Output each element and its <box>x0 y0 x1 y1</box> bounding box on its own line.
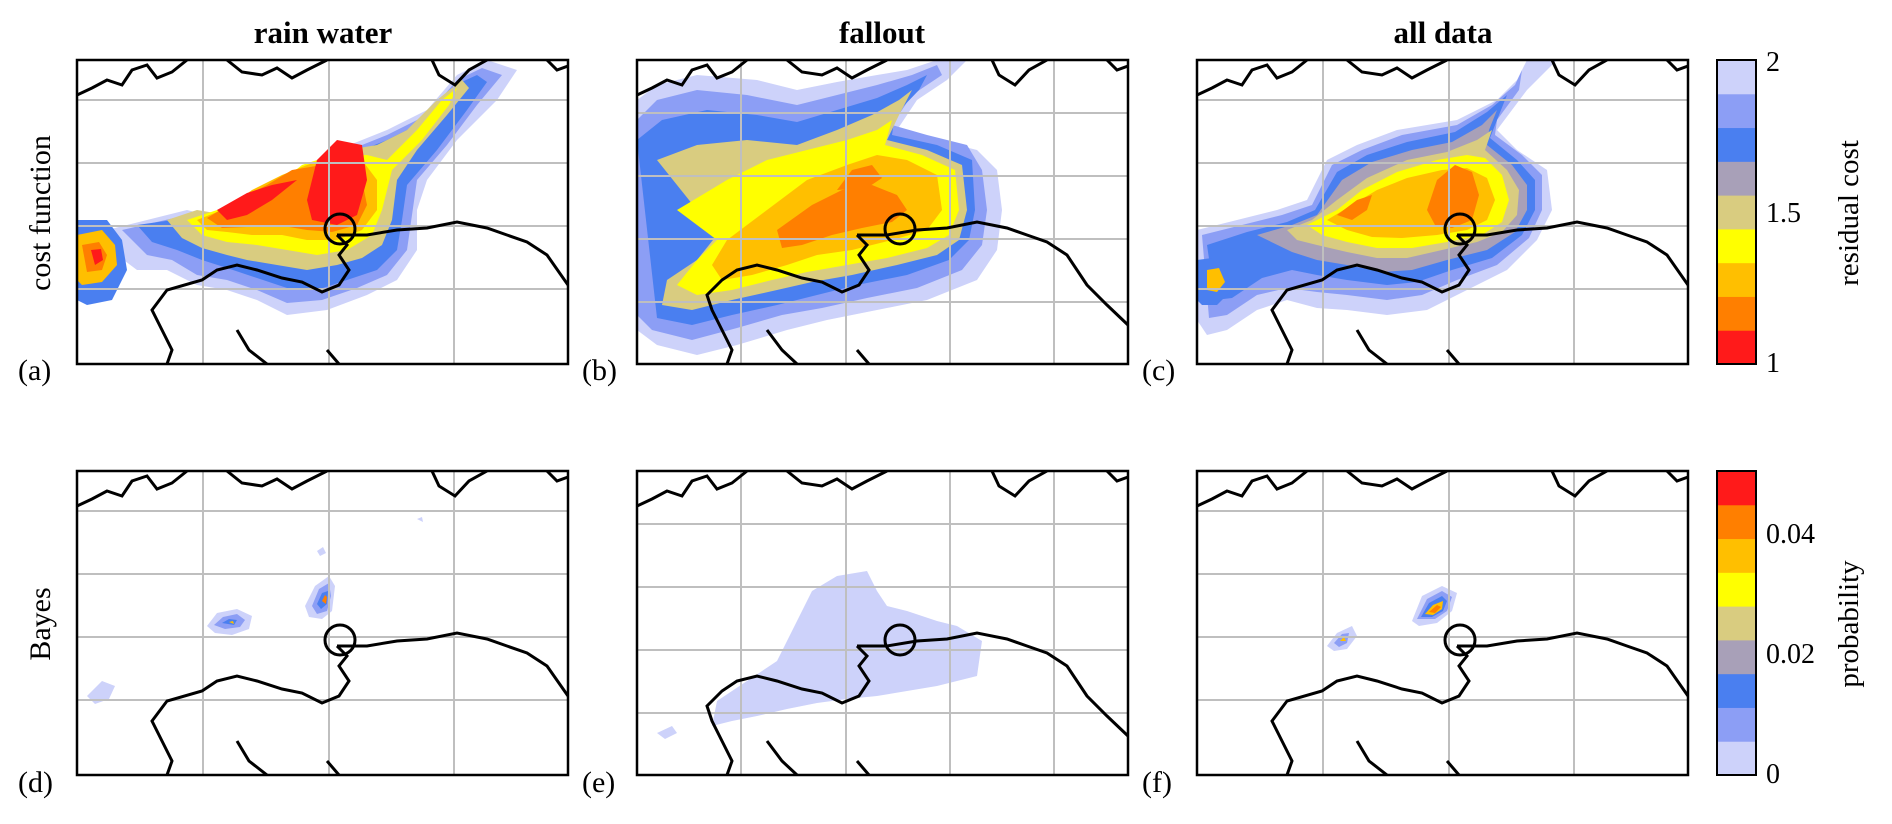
coastline-f <box>1197 471 1688 775</box>
panel-label-c: (c) <box>1142 354 1175 387</box>
panel-d <box>75 469 570 777</box>
colorbar-segment <box>1717 228 1756 264</box>
colorbar1-tick-1-5: 1.5 <box>1766 198 1801 229</box>
heatmap-d <box>87 517 423 704</box>
coastline-d <box>77 471 568 775</box>
colorbar1-label: residual cost <box>1833 140 1865 286</box>
source-marker-b <box>883 212 917 246</box>
column-title-all-data: all data <box>1393 15 1493 50</box>
source-marker-a <box>323 212 357 246</box>
colorbar-segment <box>1717 195 1756 230</box>
source-marker-c <box>1443 212 1477 246</box>
coastline-c <box>1197 60 1688 364</box>
colorbar-residual-cost <box>1716 59 1757 365</box>
colorbar-segment <box>1717 606 1756 641</box>
grid-a <box>77 60 568 364</box>
colorbar2-tick-0-02: 0.02 <box>1766 639 1815 670</box>
grid-c <box>1197 60 1688 364</box>
colorbar-segment <box>1717 639 1756 675</box>
panel-label-e: (e) <box>582 766 615 799</box>
grid-e <box>637 471 1128 775</box>
heatmap-b <box>637 60 1002 355</box>
colorbar2-tick-0: 0 <box>1766 759 1780 790</box>
coastline-b <box>637 60 1128 364</box>
panel-f <box>1195 469 1690 777</box>
panel-label-a: (a) <box>18 354 51 387</box>
colorbar2-label: probability <box>1833 560 1865 688</box>
colorbar-frame <box>1716 59 1757 365</box>
panel-label-f: (f) <box>1142 766 1172 799</box>
column-title-fallout: fallout <box>839 15 926 50</box>
colorbar2-tick-0-04: 0.04 <box>1766 519 1815 550</box>
colorbar1-tick-1: 1 <box>1766 348 1780 379</box>
panel-label-d: (d) <box>18 766 53 799</box>
panel-c <box>1195 58 1690 366</box>
grid-b <box>637 60 1128 364</box>
colorbar-segment <box>1717 707 1756 742</box>
coastline-a <box>77 60 568 364</box>
colorbar-segment <box>1717 471 1756 506</box>
coastline-e <box>637 471 1128 775</box>
colorbar-segment <box>1717 262 1756 297</box>
source-marker-d <box>323 623 357 657</box>
colorbar1-tick-2: 2 <box>1766 47 1780 78</box>
heatmap-f <box>1327 586 1457 651</box>
colorbar-segment <box>1717 296 1756 331</box>
colorbar-segment <box>1717 673 1756 708</box>
grid-f <box>1197 471 1688 775</box>
row-label-bayes: Bayes <box>24 587 57 660</box>
colorbar-probability <box>1716 470 1757 776</box>
panel-b <box>635 58 1130 366</box>
colorbar-segment <box>1717 161 1756 196</box>
colorbar-segment <box>1717 127 1756 162</box>
colorbar-segment <box>1717 93 1756 129</box>
colorbar-segment <box>1717 741 1756 776</box>
panel-e <box>635 469 1130 777</box>
source-marker-f <box>1443 623 1477 657</box>
panel-a <box>75 58 570 366</box>
colorbar-segment <box>1717 538 1756 573</box>
colorbar-segment <box>1717 572 1756 607</box>
colorbar-segment <box>1717 60 1756 95</box>
source-marker-e <box>883 623 917 657</box>
heatmap-a <box>77 60 517 315</box>
column-title-rain-water: rain water <box>254 15 393 50</box>
heatmap-c <box>1197 60 1557 335</box>
colorbar-segment <box>1717 504 1756 540</box>
row-label-cost-function: cost function <box>24 135 57 291</box>
colorbar-segment <box>1717 330 1756 365</box>
grid-d <box>77 471 568 775</box>
colorbar-frame <box>1716 470 1757 776</box>
panel-label-b: (b) <box>582 354 617 387</box>
